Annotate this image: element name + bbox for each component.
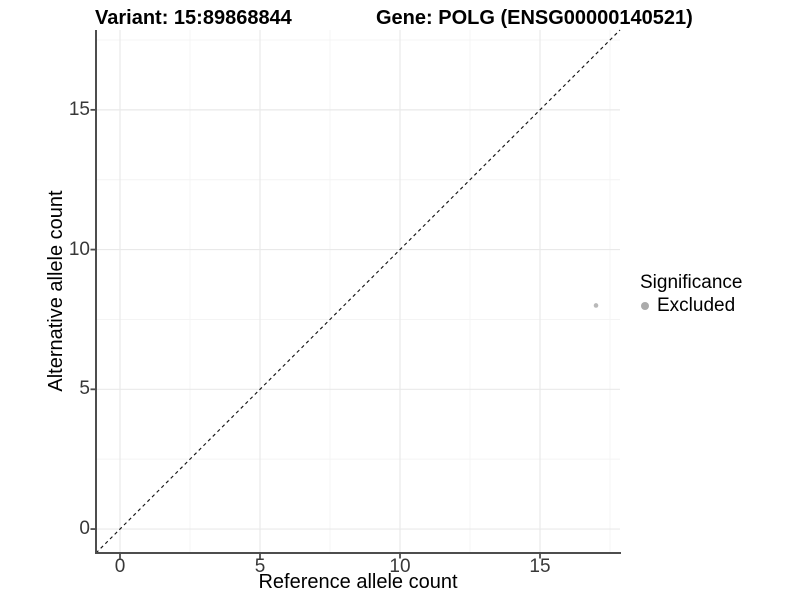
y-tick-label: 10 — [68, 238, 90, 260]
y-tick-label: 5 — [79, 378, 90, 400]
x-tick-label: 0 — [114, 556, 126, 577]
legend-entry: Excluded — [640, 294, 742, 317]
plot-title-gene: Gene: POLG (ENSG00000140521) — [376, 7, 693, 29]
x-tick-label: 15 — [529, 556, 551, 577]
legend: Significance Excluded — [640, 271, 742, 317]
x-tick-label: 5 — [254, 556, 266, 577]
legend-title: Significance — [640, 272, 743, 293]
y-tick-label: 15 — [68, 98, 90, 120]
y-axis-label: Alternative allele count — [45, 190, 67, 392]
identity-line — [95, 29, 621, 554]
legend-point-icon — [641, 301, 649, 310]
x-tick-label: 10 — [389, 556, 411, 577]
data-point — [593, 303, 599, 308]
x-axis-label: Reference allele count — [258, 571, 458, 593]
y-tick-label: 0 — [79, 518, 90, 540]
plot-title-variant: Variant: 15:89868844 — [95, 7, 292, 29]
legend-entry-label: Excluded — [657, 295, 736, 316]
